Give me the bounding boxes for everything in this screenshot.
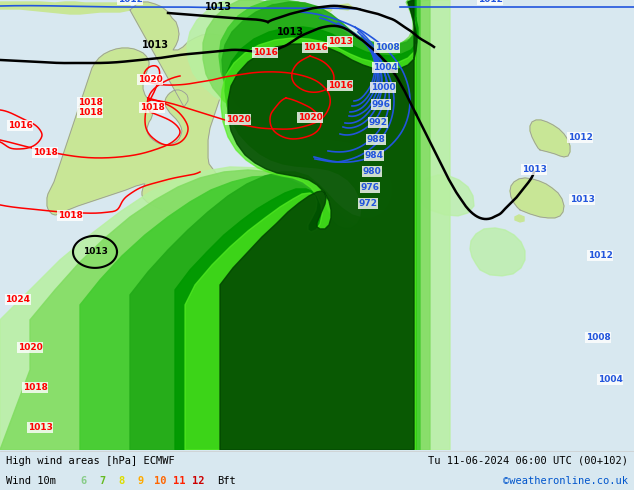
- Text: 1013: 1013: [569, 195, 595, 204]
- Text: ©weatheronline.co.uk: ©weatheronline.co.uk: [503, 476, 628, 486]
- Text: 1004: 1004: [598, 375, 623, 384]
- Text: 988: 988: [366, 135, 385, 144]
- Text: 1012: 1012: [477, 0, 502, 4]
- Text: 1018: 1018: [77, 98, 103, 107]
- Text: 1012: 1012: [117, 0, 143, 4]
- Text: 980: 980: [363, 167, 382, 176]
- Text: 1018: 1018: [77, 108, 103, 117]
- Text: 1016: 1016: [302, 43, 327, 52]
- Text: 1013: 1013: [27, 423, 53, 432]
- Text: 1016: 1016: [328, 81, 353, 90]
- Text: 1020: 1020: [297, 113, 322, 122]
- Polygon shape: [0, 2, 130, 14]
- Text: 1013: 1013: [82, 247, 107, 256]
- Text: 6: 6: [81, 476, 87, 486]
- Text: 984: 984: [365, 151, 384, 160]
- Text: 1016: 1016: [8, 121, 32, 130]
- Polygon shape: [470, 228, 525, 276]
- Text: 10: 10: [153, 476, 166, 486]
- Text: 1013: 1013: [328, 37, 353, 46]
- Text: 1012: 1012: [588, 251, 612, 260]
- Polygon shape: [530, 120, 570, 157]
- Polygon shape: [0, 0, 430, 450]
- Polygon shape: [268, 2, 318, 29]
- Text: Tu 11-06-2024 06:00 UTC (00+102): Tu 11-06-2024 06:00 UTC (00+102): [428, 456, 628, 466]
- Polygon shape: [510, 178, 564, 218]
- Text: 1013: 1013: [205, 2, 231, 12]
- Text: Wind 10m: Wind 10m: [6, 476, 56, 486]
- Polygon shape: [320, 7, 332, 13]
- Text: 1020: 1020: [138, 75, 162, 84]
- Text: 7: 7: [100, 476, 106, 486]
- Text: 972: 972: [358, 199, 377, 208]
- Text: 992: 992: [368, 118, 387, 127]
- Text: 1008: 1008: [375, 43, 399, 52]
- Text: 996: 996: [372, 100, 391, 109]
- Text: High wind areas [hPa] ECMWF: High wind areas [hPa] ECMWF: [6, 456, 175, 466]
- Polygon shape: [515, 215, 524, 222]
- Text: 976: 976: [361, 183, 380, 192]
- Text: 1018: 1018: [58, 211, 82, 220]
- Text: 1004: 1004: [373, 63, 398, 72]
- Polygon shape: [419, 175, 474, 216]
- Text: 8: 8: [119, 476, 125, 486]
- Text: 1013: 1013: [141, 40, 169, 50]
- Polygon shape: [47, 2, 268, 218]
- Text: 1012: 1012: [567, 133, 592, 142]
- Text: 12: 12: [191, 476, 204, 486]
- Polygon shape: [0, 0, 450, 450]
- Text: 1013: 1013: [276, 27, 304, 37]
- Polygon shape: [220, 0, 417, 450]
- Text: 1016: 1016: [252, 48, 278, 57]
- Text: 1018: 1018: [139, 103, 164, 112]
- Text: 1020: 1020: [226, 115, 250, 124]
- Text: 1024: 1024: [6, 295, 30, 304]
- Text: Bft: Bft: [217, 476, 236, 486]
- Text: 1008: 1008: [586, 333, 611, 342]
- Text: 9: 9: [138, 476, 144, 486]
- Polygon shape: [185, 38, 416, 450]
- Polygon shape: [340, 4, 352, 10]
- Text: 1013: 1013: [522, 165, 547, 174]
- Polygon shape: [80, 0, 420, 450]
- Text: 1020: 1020: [18, 343, 42, 352]
- Polygon shape: [175, 0, 418, 450]
- Text: 1018: 1018: [32, 148, 58, 157]
- Text: 11: 11: [172, 476, 185, 486]
- Polygon shape: [206, 223, 228, 244]
- Text: 1018: 1018: [23, 383, 48, 392]
- Polygon shape: [130, 0, 415, 450]
- Text: 1000: 1000: [371, 83, 396, 92]
